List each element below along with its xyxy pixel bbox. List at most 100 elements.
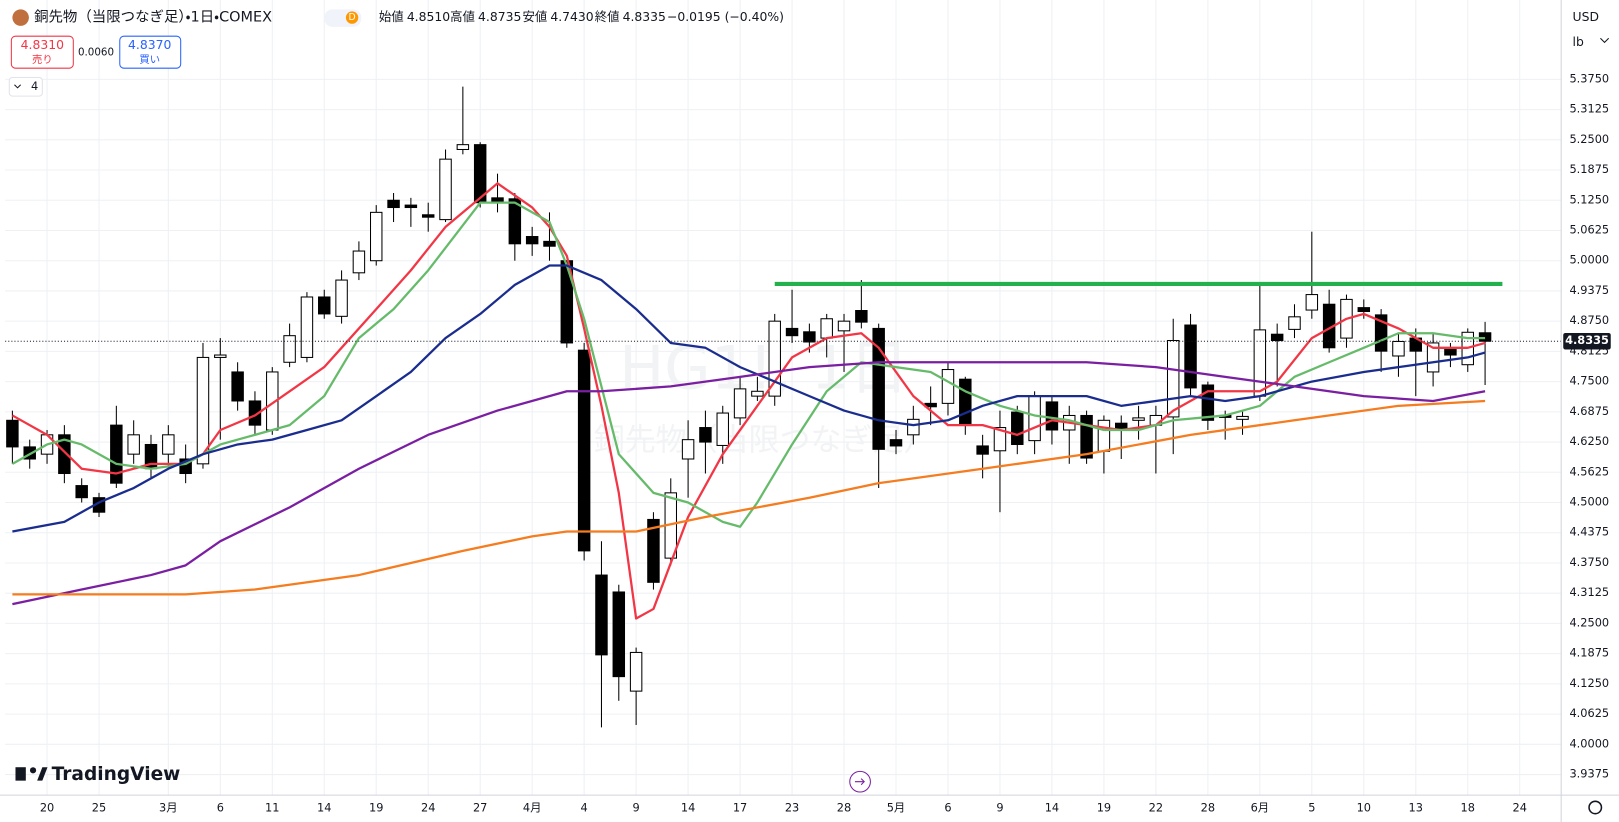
y-tick-label: 4.4375 — [1569, 525, 1609, 539]
buy-price: 4.8370 — [128, 37, 171, 52]
candle-body — [75, 485, 88, 499]
candle-body — [231, 371, 244, 402]
y-tick-label: 4.5000 — [1569, 495, 1609, 509]
sell-button[interactable] — [10, 35, 74, 69]
y-tick-label: 5.2500 — [1569, 132, 1609, 146]
symbol-icon — [12, 9, 29, 26]
candle-body — [352, 250, 366, 274]
candle-body — [959, 378, 972, 425]
candle-body — [1201, 384, 1215, 421]
candle-body — [855, 310, 868, 323]
low-value: 4.7430 — [550, 9, 593, 24]
y-tick-label: 4.3750 — [1569, 555, 1609, 569]
x-tick-label: 19 — [1097, 801, 1111, 815]
candle-body — [941, 369, 955, 404]
candle-body — [716, 412, 729, 446]
x-tick-label: 4月 — [523, 801, 542, 815]
x-tick-label: 6 — [944, 801, 951, 815]
y-tick-label: 5.3750 — [1569, 71, 1609, 85]
y-tick-label: 4.2500 — [1569, 615, 1609, 629]
x-tick-label: 5 — [1308, 801, 1315, 815]
buy-button[interactable] — [119, 35, 182, 69]
candle-body — [127, 434, 140, 455]
candle-body — [612, 591, 626, 678]
candle-body — [803, 331, 816, 343]
candle-body — [647, 518, 660, 583]
candle-body — [1080, 414, 1093, 459]
x-tick-label: 13 — [1409, 801, 1423, 815]
candle-body — [1426, 342, 1440, 373]
y-tick-label: 5.1250 — [1569, 192, 1609, 206]
candle-body — [1374, 314, 1388, 352]
candle-body — [733, 388, 747, 419]
x-tick-label: 22 — [1149, 801, 1163, 815]
candle-body — [629, 651, 643, 692]
y-tick-label: 4.9375 — [1569, 283, 1609, 297]
unit-chevron — [1600, 37, 1610, 44]
x-tick-label: 6月 — [1251, 801, 1270, 815]
candle-body — [1115, 422, 1128, 430]
candle-body — [318, 296, 331, 315]
x-tick-label: 11 — [265, 801, 279, 815]
y-tick-label: 4.1875 — [1569, 646, 1609, 660]
y-tick-label: 4.1250 — [1569, 676, 1609, 690]
y-tick-label: 4.7500 — [1569, 374, 1609, 388]
candle-body — [110, 424, 123, 484]
candle-body — [577, 349, 591, 552]
candle-body — [1305, 294, 1319, 311]
settings-icon[interactable] — [1588, 800, 1603, 815]
y-tick-label: 4.3125 — [1569, 585, 1609, 599]
candle-body — [58, 434, 71, 475]
grid — [5, 0, 1562, 796]
x-tick-label: 17 — [733, 801, 747, 815]
candle-body — [404, 204, 418, 209]
candle-body — [993, 427, 1007, 452]
y-tick-label: 4.5625 — [1569, 464, 1609, 478]
candle-body — [6, 419, 19, 448]
candle-body — [162, 434, 175, 455]
currency[interactable]: USD — [1573, 9, 1599, 24]
candle-body — [439, 158, 452, 221]
y-tick-label: 3.9375 — [1569, 767, 1609, 781]
x-tick-label: 4 — [581, 801, 588, 815]
candle-body — [751, 390, 764, 397]
candle-body — [335, 279, 348, 317]
x-tick-label: 6 — [217, 801, 224, 815]
candle-body — [768, 320, 781, 397]
x-tick-label: 9 — [633, 801, 640, 815]
close-label: 終値 — [595, 9, 620, 24]
symbol-title[interactable]: 銅先物（当限つなぎ足）・1日・COMEX — [34, 9, 272, 26]
x-tick-label: 20 — [40, 801, 54, 815]
candle-body — [1166, 339, 1180, 418]
candle-body — [560, 260, 574, 344]
candle-body — [699, 427, 712, 443]
last-price-label: 4.8335 — [1565, 333, 1609, 347]
candle-body — [248, 400, 262, 426]
interval-badge: D — [349, 12, 356, 23]
moving-average — [12, 399, 1486, 596]
x-tick-label: 9 — [996, 801, 1003, 815]
candle-body — [214, 354, 227, 358]
watermark-symbol: HG1!, 1日 — [619, 333, 909, 403]
indicator-toggle[interactable] — [8, 76, 43, 97]
moving-average — [11, 201, 1486, 528]
candle-body — [543, 240, 556, 247]
candle-body — [1011, 411, 1024, 446]
candle-body — [369, 211, 383, 262]
candle-body — [456, 144, 470, 151]
candle-body — [525, 236, 539, 245]
x-tick-label: 27 — [473, 801, 487, 815]
x-tick-label: 24 — [1513, 801, 1527, 815]
high-label: 高値 — [450, 9, 475, 24]
indicator-count: 4 — [31, 79, 38, 93]
unit[interactable]: lb — [1573, 34, 1584, 49]
x-tick-label: 24 — [421, 801, 435, 815]
logo-mark — [15, 767, 26, 781]
moving-average — [12, 264, 1486, 533]
sell-price: 4.8310 — [21, 37, 64, 52]
candle-body — [421, 214, 435, 218]
candle-body — [1045, 401, 1059, 431]
moving-average — [11, 182, 1486, 620]
